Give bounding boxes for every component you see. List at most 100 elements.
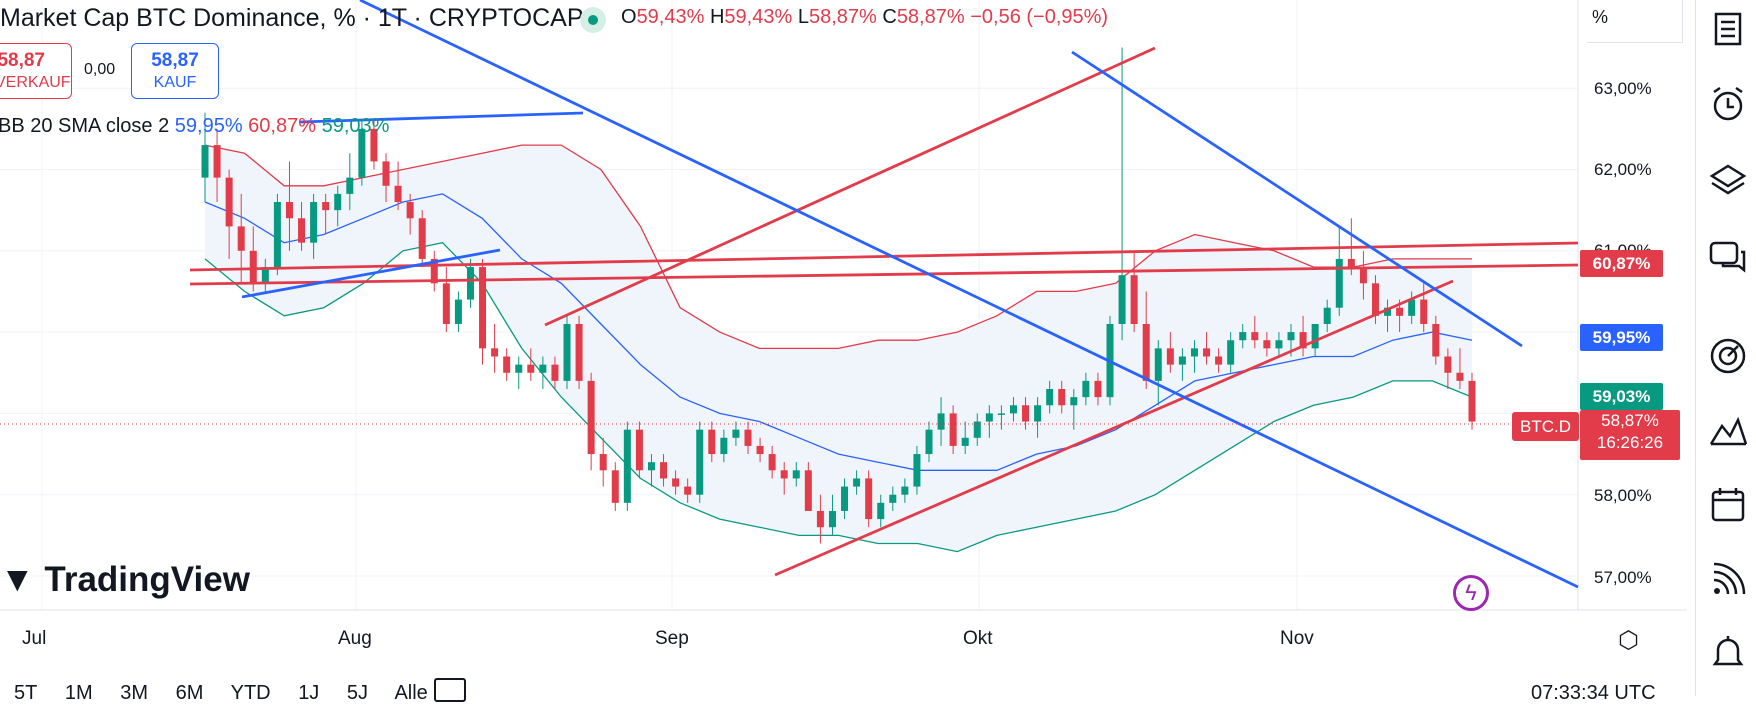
calendar-icon[interactable] bbox=[1708, 484, 1748, 524]
candle-body bbox=[1203, 348, 1211, 357]
candle-body bbox=[660, 462, 668, 479]
candle-body bbox=[877, 502, 885, 520]
candle-body bbox=[973, 421, 981, 438]
bell-icon[interactable] bbox=[1708, 632, 1748, 672]
chat-icon[interactable] bbox=[1708, 238, 1748, 278]
time-label: Sep bbox=[655, 628, 689, 649]
broadcast-icon[interactable] bbox=[1708, 560, 1748, 600]
candle-body bbox=[1396, 307, 1404, 316]
candle-body bbox=[1094, 380, 1102, 398]
time-label: Jul bbox=[22, 628, 47, 649]
candle-body bbox=[997, 413, 1005, 415]
alert-clock-icon[interactable] bbox=[1708, 84, 1748, 124]
candle-body bbox=[491, 348, 499, 357]
candle-body bbox=[1287, 332, 1295, 341]
symbol-title[interactable]: Market Cap BTC Dominance, % · 1T · CRYPT… bbox=[0, 4, 584, 32]
range-1m[interactable]: 1M bbox=[64, 682, 93, 704]
candle-body bbox=[1456, 372, 1464, 381]
range-6m[interactable]: 6M bbox=[175, 682, 204, 704]
candle-body bbox=[647, 462, 655, 471]
candle-body bbox=[768, 454, 776, 471]
candle-body bbox=[418, 218, 426, 259]
price-tick: 57,00% bbox=[1594, 568, 1652, 587]
candle-body bbox=[1190, 348, 1198, 357]
candle-body bbox=[201, 145, 209, 178]
settings-icon[interactable]: ⬡ bbox=[1618, 627, 1639, 654]
candle-body bbox=[1178, 356, 1186, 365]
candle-body bbox=[1263, 340, 1271, 349]
candle-body bbox=[1432, 323, 1440, 357]
bollinger-lower bbox=[204, 241, 1473, 553]
candle-body bbox=[382, 161, 390, 186]
range-alle[interactable]: Alle bbox=[394, 682, 428, 704]
bollinger-middle bbox=[204, 193, 1473, 471]
range-5j[interactable]: 5J bbox=[346, 682, 368, 704]
logo-mark-icon: ▼ bbox=[0, 560, 35, 599]
price-tick: 62,00% bbox=[1594, 160, 1652, 179]
candle-body bbox=[841, 486, 849, 511]
candle-body bbox=[780, 470, 788, 479]
candle-body bbox=[792, 470, 800, 479]
candle-body bbox=[442, 283, 450, 324]
candle-body bbox=[539, 364, 547, 373]
candle-body bbox=[237, 226, 245, 251]
candle-body bbox=[949, 413, 957, 446]
candle-body bbox=[913, 454, 921, 487]
time-label: Aug bbox=[338, 628, 372, 649]
symbol-tag: BTC.D bbox=[1512, 412, 1579, 441]
change-readout: −0,56 (−0,95%) bbox=[970, 6, 1109, 28]
sell-button[interactable]: 58,87 VERKAUF bbox=[0, 43, 72, 99]
time-label: Okt bbox=[963, 628, 993, 649]
range-selector: 5T 1M 3M 6M YTD 1J 5J Alle bbox=[14, 682, 450, 705]
candle-body bbox=[563, 323, 571, 381]
descending-channel-line bbox=[1071, 50, 1523, 348]
range-5t[interactable]: 5T bbox=[14, 682, 38, 704]
candle-body bbox=[1034, 405, 1042, 422]
range-1j[interactable]: 1J bbox=[298, 682, 320, 704]
candle-body bbox=[1082, 380, 1090, 398]
calendar-range-icon[interactable] bbox=[434, 678, 466, 702]
layers-icon[interactable] bbox=[1708, 160, 1748, 200]
watchlist-icon[interactable] bbox=[1708, 8, 1748, 48]
range-ytd[interactable]: YTD bbox=[230, 682, 271, 704]
candle-body bbox=[853, 478, 861, 487]
candle-body bbox=[1142, 323, 1150, 381]
candle-body bbox=[430, 258, 438, 284]
buy-label: KAUF bbox=[153, 74, 197, 91]
ascending-channel-line bbox=[774, 279, 1454, 577]
candle-body bbox=[804, 470, 812, 511]
candle-body bbox=[587, 380, 595, 455]
gauge-icon[interactable] bbox=[1708, 336, 1748, 376]
candle-body bbox=[1371, 283, 1379, 316]
candle-body bbox=[1359, 267, 1367, 284]
descending-channel-line bbox=[359, 0, 1579, 589]
candle-body bbox=[213, 145, 221, 178]
price-tick: 58,00% bbox=[1594, 486, 1652, 505]
candle-body bbox=[732, 429, 740, 438]
candle-body bbox=[1299, 332, 1307, 349]
bolt-icon[interactable]: ϟ bbox=[1453, 575, 1489, 611]
ideas-icon[interactable] bbox=[1708, 410, 1748, 450]
candle-body bbox=[865, 478, 873, 520]
candle-body bbox=[1444, 356, 1452, 373]
candle-body bbox=[370, 128, 378, 162]
candle-body bbox=[937, 413, 945, 430]
tradingview-logo: ▼ TradingView bbox=[0, 560, 250, 599]
candle-body bbox=[672, 478, 680, 487]
utc-clock[interactable]: 07:33:34 UTC bbox=[1531, 682, 1656, 704]
bollinger-fill bbox=[205, 145, 1472, 552]
indicator-legend[interactable]: BB 20 SMA close 2 59,95% 60,87% 59,03% bbox=[0, 115, 390, 137]
candle-body bbox=[1468, 380, 1476, 422]
candle-body bbox=[816, 510, 824, 528]
candle-body bbox=[889, 494, 897, 503]
candle-body bbox=[828, 510, 836, 528]
bb-upper-label: 60,87% bbox=[1580, 250, 1663, 277]
buy-button[interactable]: 58,87 KAUF bbox=[131, 43, 219, 99]
candle-body bbox=[1022, 405, 1030, 422]
trend-line bbox=[299, 111, 584, 124]
range-3m[interactable]: 3M bbox=[120, 682, 149, 704]
price-axis-unit[interactable]: % bbox=[1592, 7, 1609, 27]
candle-body bbox=[334, 193, 342, 211]
candle-body bbox=[225, 177, 233, 227]
